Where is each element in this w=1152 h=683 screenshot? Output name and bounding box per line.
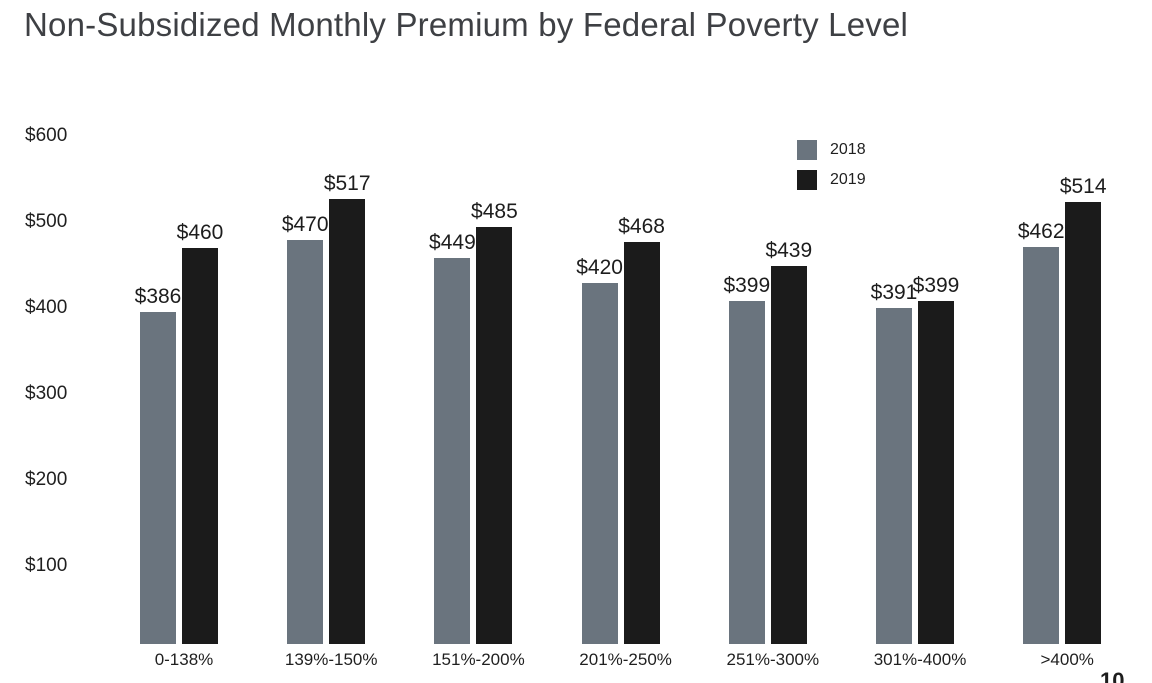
x-axis-label: 0-138%	[154, 650, 214, 669]
bar-2019-group-0	[182, 248, 218, 644]
bar-value-label: $470	[281, 213, 329, 236]
bar-2018-group-0	[140, 312, 176, 644]
bar-2018-group-3	[581, 283, 618, 644]
bar-value-label: $386	[134, 285, 182, 308]
x-axis-label: 251%-300%	[726, 650, 820, 669]
y-axis-label: $200	[25, 469, 68, 490]
legend-item-2018: 2018	[797, 140, 866, 160]
page-number: 10	[1100, 668, 1125, 683]
bar-value-label: $439	[765, 239, 813, 262]
y-axis-label: $300	[25, 383, 68, 404]
x-axis-label: 301%-400%	[873, 650, 967, 669]
bar-value-label: $462	[1017, 220, 1065, 243]
bar-2018-group-1	[287, 240, 324, 644]
bar-value-label: $514	[1059, 175, 1107, 198]
y-axis-label: $500	[25, 211, 68, 232]
y-axis-label: $400	[25, 297, 68, 318]
legend-swatch-icon	[797, 170, 817, 190]
x-axis-label: >400%	[1040, 650, 1094, 669]
bar-value-label: $391	[870, 281, 918, 304]
bar-value-label: $485	[471, 200, 518, 223]
bar-value-label: $460	[176, 221, 224, 244]
bar-value-label: $468	[618, 215, 665, 238]
bar-2019-group-5	[918, 301, 954, 644]
bar-value-label: $399	[912, 274, 960, 297]
bar-2019-group-2	[476, 227, 513, 644]
bar-2019-group-6	[1065, 202, 1102, 644]
bar-2019-group-4	[770, 266, 807, 644]
legend-swatch-icon	[797, 140, 817, 160]
legend-item-2019: 2019	[797, 170, 866, 190]
y-axis-label: $100	[25, 555, 68, 576]
x-axis-label: 201%-250%	[579, 650, 672, 669]
legend: 2018 2019	[797, 140, 866, 190]
bar-value-label: $449	[429, 231, 476, 254]
bar-2018-group-4	[728, 301, 765, 644]
chart-title: Non-Subsidized Monthly Premium by Federa…	[24, 6, 909, 43]
legend-label: 2018	[830, 141, 866, 158]
bar-value-label: $420	[576, 256, 623, 279]
y-axis-label: $600	[25, 125, 68, 146]
bar-2018-group-2	[434, 258, 471, 644]
bar-value-label: $399	[723, 274, 771, 297]
x-axis-label: 151%-200%	[432, 650, 525, 669]
x-axis-label: 139%-150%	[284, 650, 378, 669]
legend-label: 2019	[830, 171, 866, 188]
bar-2018-group-6	[1023, 247, 1060, 644]
bar-2018-group-5	[876, 308, 912, 644]
bar-value-label: $517	[323, 172, 371, 195]
bar-2019-group-3	[623, 242, 660, 644]
bar-2019-group-1	[329, 199, 366, 644]
